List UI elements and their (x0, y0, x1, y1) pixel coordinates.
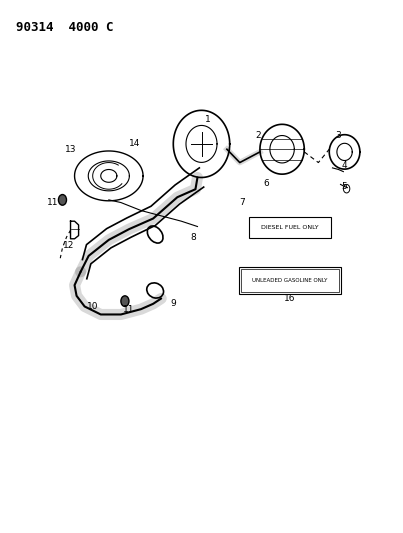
Text: 7: 7 (239, 198, 245, 207)
Text: 11: 11 (47, 198, 58, 207)
Text: 15: 15 (285, 225, 296, 233)
Circle shape (58, 195, 66, 205)
Text: 4: 4 (342, 161, 347, 169)
Text: DIESEL FUEL ONLY: DIESEL FUEL ONLY (262, 225, 319, 230)
Text: 8: 8 (191, 233, 196, 241)
Text: 16: 16 (285, 294, 296, 303)
Text: 10: 10 (87, 302, 98, 311)
Text: 14: 14 (129, 140, 141, 148)
Text: 13: 13 (65, 145, 76, 154)
FancyBboxPatch shape (239, 267, 341, 294)
Circle shape (121, 296, 129, 306)
Text: 12: 12 (63, 241, 74, 249)
FancyBboxPatch shape (249, 217, 331, 238)
Text: 5: 5 (342, 182, 347, 191)
Text: 2: 2 (255, 132, 261, 140)
Text: UNLEADED GASOLINE ONLY: UNLEADED GASOLINE ONLY (252, 278, 328, 283)
FancyBboxPatch shape (241, 269, 339, 292)
Text: 11: 11 (123, 305, 135, 313)
Text: 6: 6 (263, 180, 269, 188)
Text: 9: 9 (170, 300, 176, 308)
Text: 1: 1 (205, 116, 210, 124)
Text: 3: 3 (336, 132, 341, 140)
Text: 90314  4000 C: 90314 4000 C (16, 21, 114, 34)
